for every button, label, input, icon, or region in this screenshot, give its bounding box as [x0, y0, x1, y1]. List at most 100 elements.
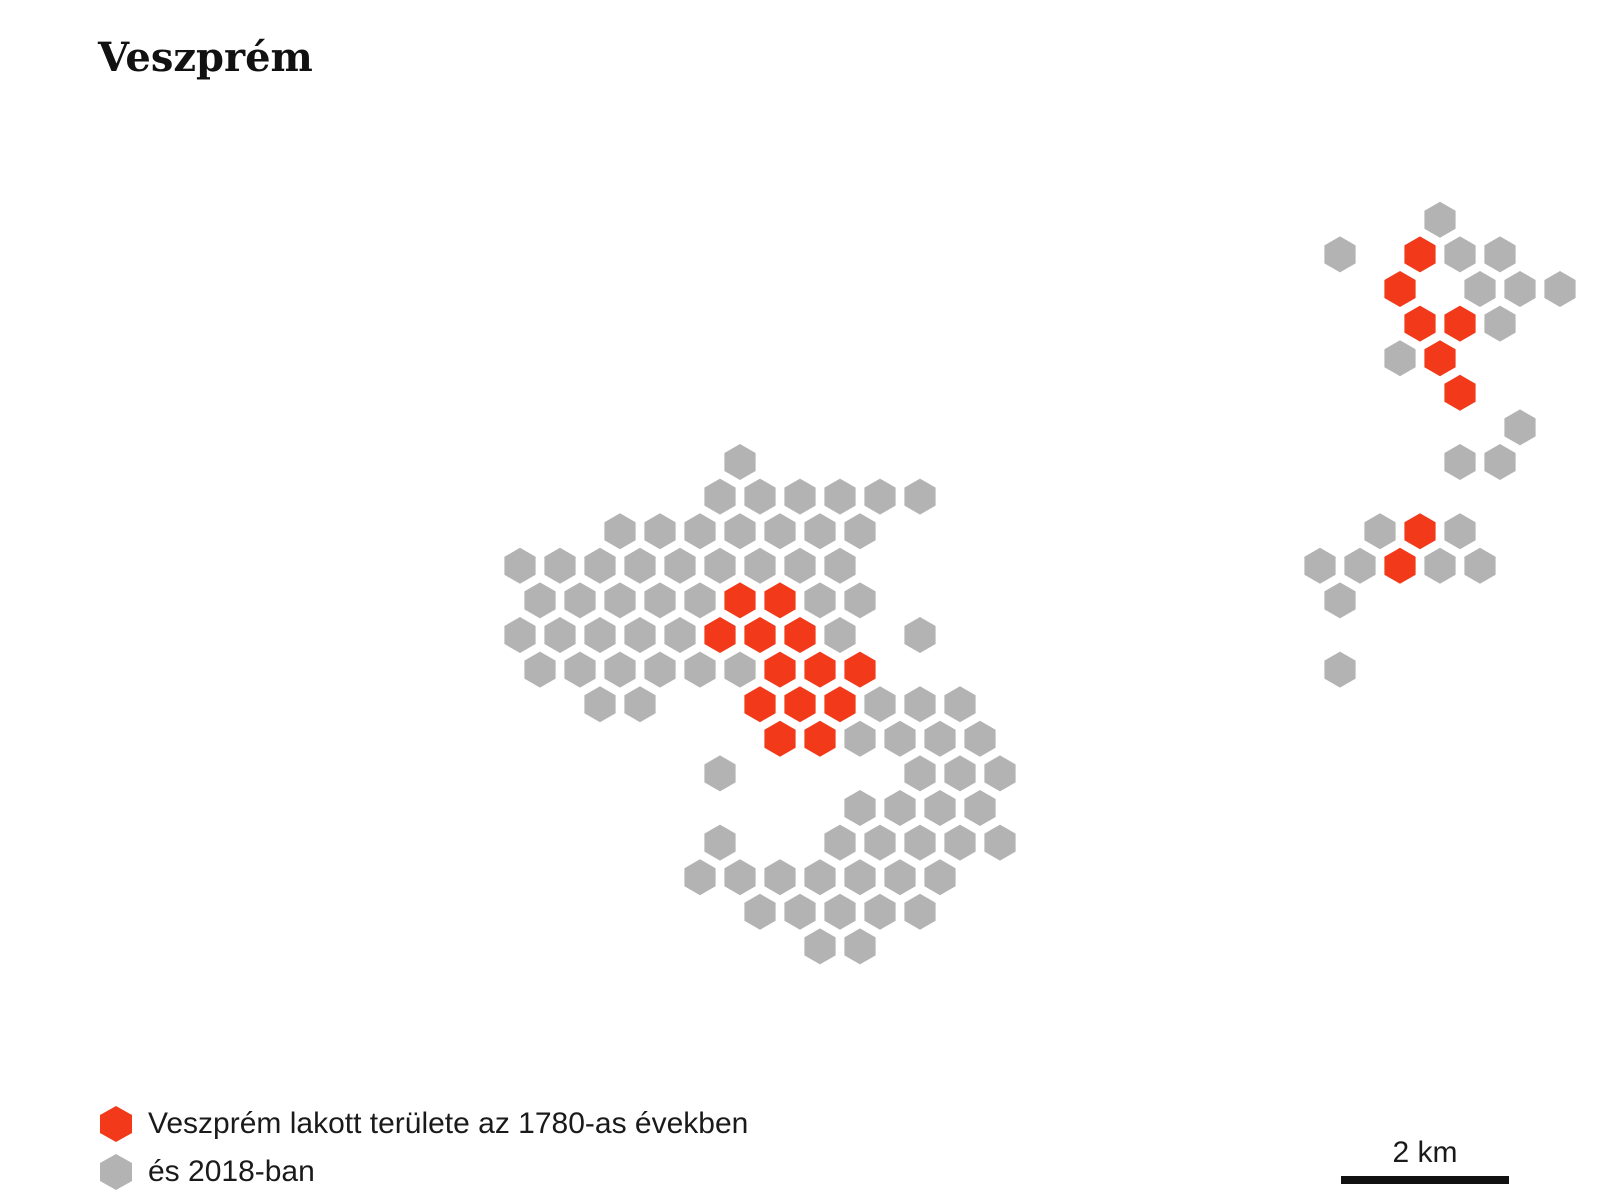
hex-cell-2018 [1424, 201, 1456, 238]
legend-label-2018: és 2018-ban [148, 1155, 315, 1188]
hex-cell-2018 [704, 755, 736, 792]
hex-cell-1780s [764, 582, 796, 619]
hex-cell-2018 [844, 582, 876, 619]
map-title: Veszprém [98, 34, 313, 81]
hex-cell-2018 [944, 755, 976, 792]
hex-cell-2018 [1504, 271, 1536, 307]
hex-cell-2018 [944, 824, 976, 861]
hex-cell-2018 [864, 686, 896, 723]
hex-cell-2018 [924, 790, 956, 826]
hex-cell-2018 [904, 824, 936, 861]
hex-cell-2018 [964, 790, 996, 826]
hex-cell-2018 [1444, 444, 1476, 480]
hex-cell-2018 [1484, 305, 1516, 342]
hex-cell-2018 [1464, 547, 1496, 584]
hex-cell-1780s [744, 617, 776, 653]
hex-cell-2018 [824, 824, 856, 861]
hex-cell-2018 [804, 513, 836, 550]
hex-cell-2018 [1504, 409, 1536, 446]
hex-cell-1780s [1444, 374, 1476, 411]
hex-cell-2018 [1444, 513, 1476, 550]
hex-cell-2018 [824, 547, 856, 584]
hex-cell-1780s [1424, 340, 1456, 377]
hex-cell-2018 [544, 547, 576, 584]
hex-cell-2018 [804, 928, 836, 965]
hex-cell-2018 [504, 547, 536, 584]
hex-cell-2018 [1444, 236, 1476, 273]
hex-cell-2018 [664, 547, 696, 584]
hex-cell-2018 [804, 859, 836, 896]
hex-cell-2018 [864, 824, 896, 861]
hex-cell-2018 [584, 617, 616, 653]
hex-cell-1780s [704, 617, 736, 653]
hex-cell-2018 [624, 686, 656, 723]
hex-cell-2018 [724, 444, 756, 480]
hex-cell-1780s [1444, 305, 1476, 342]
hex-cell-2018 [684, 582, 716, 619]
hex-cell-2018 [564, 651, 596, 688]
hex-cell-2018 [724, 859, 756, 896]
legend-item-2018: és 2018-ban [98, 1152, 315, 1192]
hex-cell-2018 [544, 617, 576, 653]
hex-cell-2018 [1544, 271, 1576, 307]
hex-cell-2018 [724, 513, 756, 550]
hex-cell-2018 [844, 859, 876, 896]
hex-cell-1780s [1384, 271, 1416, 307]
hex-cell-1780s [1404, 513, 1436, 550]
hex-cell-1780s [724, 582, 756, 619]
hex-cell-1780s [844, 651, 876, 688]
hex-cell-2018 [604, 582, 636, 619]
legend-label-1780s: Veszprém lakott területe az 1780-as évek… [148, 1107, 749, 1140]
hex-cell-2018 [604, 513, 636, 550]
hex-cell-2018 [804, 582, 836, 619]
hex-cell-2018 [724, 651, 756, 688]
hex-cell-2018 [704, 824, 736, 861]
hex-cell-2018 [624, 547, 656, 584]
hex-cell-2018 [884, 790, 916, 826]
hex-cell-1780s [764, 720, 796, 757]
hex-cell-2018 [1344, 547, 1376, 584]
hex-cell-1780s [1404, 236, 1436, 273]
hex-cell-1780s [824, 686, 856, 723]
hex-cell-2018 [524, 651, 556, 688]
hex-cell-2018 [684, 859, 716, 896]
hex-cell-2018 [764, 513, 796, 550]
hex-cell-1780s [744, 686, 776, 723]
hex-cell-2018 [964, 720, 996, 757]
hex-cell-2018 [984, 824, 1016, 861]
hex-cell-1780s [784, 686, 816, 723]
hex-cell-2018 [904, 686, 936, 723]
hex-cell-2018 [1464, 271, 1496, 307]
hex-cell-2018 [664, 617, 696, 653]
hex-cell-2018 [644, 582, 676, 619]
hex-cell-2018 [904, 617, 936, 653]
hex-cell-2018 [1304, 547, 1336, 584]
hex-cell-2018 [884, 859, 916, 896]
hex-cell-2018 [824, 893, 856, 930]
hex-cell-2018 [904, 478, 936, 515]
hex-cell-2018 [844, 513, 876, 550]
hex-cell-1780s [804, 720, 836, 757]
hex-cell-2018 [864, 893, 896, 930]
hex-cell-2018 [764, 859, 796, 896]
hex-cell-2018 [984, 755, 1016, 792]
hex-cell-2018 [1384, 340, 1416, 377]
hex-cell-2018 [704, 547, 736, 584]
hex-cell-2018 [904, 755, 936, 792]
hex-cell-2018 [744, 478, 776, 515]
hex-cell-1780s [1404, 305, 1436, 342]
legend-item-1780s: Veszprém lakott területe az 1780-as évek… [98, 1104, 748, 1144]
hex-cell-2018 [624, 617, 656, 653]
hex-cell-2018 [844, 928, 876, 965]
hex-cell-2018 [1324, 651, 1356, 688]
hex-cell-2018 [644, 651, 676, 688]
hex-cell-2018 [904, 893, 936, 930]
hex-cell-2018 [784, 547, 816, 584]
hex-cell-2018 [824, 478, 856, 515]
gray-hexagon-icon [100, 1154, 132, 1190]
hex-cell-2018 [604, 651, 636, 688]
hex-map [504, 201, 1576, 965]
hex-cell-2018 [944, 686, 976, 723]
hex-cell-2018 [564, 582, 596, 619]
hex-cell-2018 [1324, 582, 1356, 619]
